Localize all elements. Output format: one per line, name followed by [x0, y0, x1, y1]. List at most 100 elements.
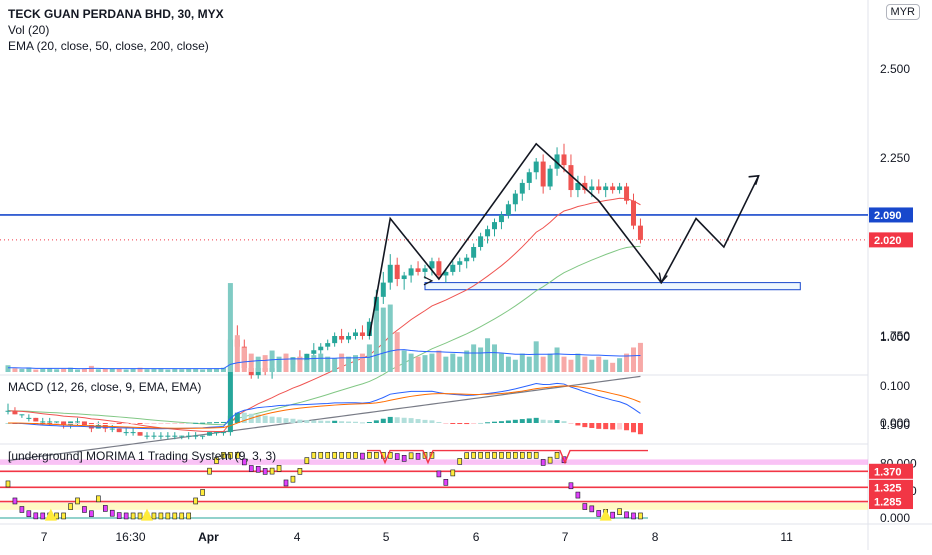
- macd-histogram-bar: [540, 419, 546, 423]
- morima-bar: [172, 512, 178, 520]
- macd-histogram-bar: [415, 419, 421, 423]
- candle-body: [443, 271, 449, 276]
- candle-body: [526, 172, 532, 183]
- morima-bar: [353, 452, 358, 459]
- candle-body: [561, 154, 567, 166]
- price-label-badge: [869, 463, 913, 479]
- macd-histogram-bar: [297, 419, 303, 423]
- volume-bar: [81, 368, 87, 372]
- macd-histogram-bar: [137, 423, 143, 424]
- price-label-text: 1.370: [874, 466, 902, 478]
- candle-body: [172, 435, 178, 437]
- price-label-text: 2.020: [874, 235, 902, 247]
- macd-histogram-bar: [443, 423, 449, 424]
- volume-bar: [505, 356, 511, 372]
- price-axis-tick: 2.250: [880, 151, 910, 165]
- macd-histogram-bar: [75, 423, 80, 424]
- morima-bar: [221, 452, 226, 459]
- price-label-badge: [869, 207, 913, 223]
- morima-bar: [262, 468, 268, 475]
- volume-bar: [637, 342, 643, 372]
- macd-histogram-bar: [241, 412, 247, 423]
- macd-histogram-bar: [290, 418, 296, 423]
- volume-bar: [172, 368, 178, 372]
- macd-histogram-bar: [95, 423, 101, 424]
- morima-bar: [123, 512, 129, 520]
- candle-body: [401, 275, 407, 280]
- macd-histogram-bar: [631, 423, 636, 433]
- volume-bar: [26, 367, 32, 372]
- candle-body: [457, 261, 463, 265]
- candle-body: [429, 261, 435, 269]
- price-label-badge: [869, 494, 913, 510]
- volume-bar: [220, 367, 226, 372]
- morima-bar: [207, 467, 212, 475]
- morima-bar: [290, 475, 296, 483]
- morima-bar: [130, 512, 136, 520]
- morima-bar: [367, 452, 372, 459]
- morima-bar: [485, 452, 490, 459]
- volume-bar: [339, 353, 345, 372]
- volume-bar: [561, 356, 567, 372]
- candle-body: [12, 410, 18, 415]
- candle-body: [116, 428, 122, 433]
- morima-bar: [540, 459, 546, 466]
- candle-body: [624, 186, 630, 201]
- buy-signal-triangle: [141, 508, 153, 521]
- candle-body: [492, 222, 497, 230]
- macd-histogram-bar: [359, 422, 365, 424]
- volume-bar: [589, 359, 595, 372]
- volume-bar: [130, 368, 136, 372]
- time-axis-tick: 5: [383, 530, 390, 544]
- morima-bar: [533, 452, 539, 459]
- volume-bar: [12, 368, 18, 372]
- candle-body: [109, 428, 115, 430]
- volume-bar: [415, 356, 421, 372]
- morima-bar: [464, 452, 470, 459]
- volume-bar: [457, 356, 463, 372]
- morima-bar: [33, 512, 39, 520]
- candle-body: [387, 264, 393, 283]
- volume-bar: [207, 368, 213, 372]
- morima-bar: [526, 452, 532, 459]
- volume-bar: [47, 368, 53, 372]
- morima-bar: [339, 452, 344, 459]
- volume-bar: [346, 356, 352, 372]
- macd-axis-tick: 0.000: [880, 416, 910, 430]
- volume-bar: [75, 369, 80, 372]
- morima-bar: [255, 465, 261, 473]
- morima-bar: [499, 452, 504, 459]
- volume-bar: [401, 350, 407, 372]
- candle-body: [165, 435, 171, 437]
- candle-body: [464, 257, 470, 262]
- candle-body: [227, 339, 233, 433]
- macd-histogram-bar: [200, 422, 206, 424]
- candle-body: [637, 225, 643, 240]
- time-axis-tick: 11: [780, 530, 793, 544]
- morima-bar: [200, 489, 205, 496]
- macd-histogram-bar: [88, 423, 94, 425]
- volume-bar: [617, 358, 623, 372]
- morima-bar: [332, 452, 337, 459]
- macd-histogram-bar: [311, 420, 317, 423]
- macd-histogram-bar: [234, 412, 240, 423]
- macd-histogram-bar: [519, 419, 525, 423]
- symbol-title: TECK GUAN PERDANA BHD, 30, MYX: [8, 7, 224, 21]
- currency-badge[interactable]: MYR: [885, 4, 920, 20]
- macd-histogram-bar: [554, 420, 560, 423]
- volume-bar: [596, 356, 602, 372]
- macd-histogram-bar: [283, 418, 289, 423]
- macd-histogram-bar: [165, 423, 171, 424]
- macd-histogram-bar: [214, 422, 219, 424]
- candle-body: [158, 435, 164, 437]
- morima-bar: [554, 452, 560, 459]
- macd-histogram-bar: [457, 423, 463, 424]
- macd-histogram-bar: [512, 419, 518, 423]
- candle-body: [207, 432, 213, 436]
- macd-histogram-bar: [158, 423, 164, 424]
- candle-body: [325, 343, 331, 347]
- volume-bar: [19, 368, 25, 372]
- candle-body: [575, 182, 581, 191]
- candle-body: [366, 321, 372, 336]
